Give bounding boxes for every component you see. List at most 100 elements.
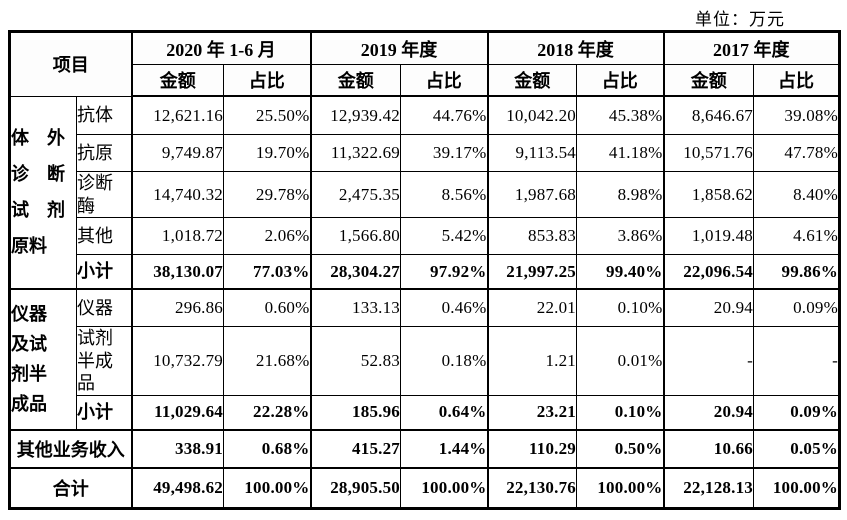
amount-cell: 1,019.48 [662,217,754,255]
year-header-2020: 2020 年 1-6 月 [130,31,311,65]
amount-header-2017: 金额 [662,64,754,97]
ratio-cell: 0.46% [400,288,488,327]
group-label-ivd-raw-materials: 体 外 诊 断 试 剂 原料 [9,95,77,290]
ratio-cell: 8.98% [576,171,664,218]
amount-cell: 21,997.25 [486,254,577,290]
amount-cell: 23.21 [486,394,577,430]
amount-cell: 110.29 [486,428,577,468]
amount-cell: 9,749.87 [130,134,224,172]
amount-cell: 10,732.79 [130,326,224,396]
ratio-cell: 5.42% [400,217,488,255]
row-label: 抗体 [76,95,132,135]
ratio-cell: 44.76% [400,95,488,135]
amount-cell: 10.66 [662,428,754,468]
amount-cell: 9,113.54 [486,134,577,172]
amount-cell: 11,322.69 [309,134,401,172]
amount-cell: 2,475.35 [309,171,401,218]
amount-cell: 133.13 [309,288,401,327]
ratio-cell: 2.06% [223,217,311,255]
row-label: 小计 [76,254,132,290]
revenue-breakdown-table: 项目 2020 年 1-6 月 2019 年度 2018 年度 2017 年度 … [8,30,841,510]
ratio-header-2019: 占比 [400,64,488,97]
ratio-cell: 100.00% [400,466,488,509]
ratio-cell: 100.00% [223,466,311,509]
ratio-cell: 100.00% [576,466,664,509]
year-header-2017: 2017 年度 [662,31,840,65]
amount-header-2018: 金额 [486,64,577,97]
amount-header-2020: 金额 [130,64,224,97]
amount-cell: 20.94 [662,394,754,430]
ratio-cell: 99.86% [753,254,840,290]
amount-cell: 338.91 [130,428,224,468]
row-label: 试剂 半成 品 [76,326,132,396]
amount-cell: 22,096.54 [662,254,754,290]
table-row-subtotal-raw-materials: 小计 38,130.07 77.03% 28,304.27 97.92% 21,… [10,254,840,290]
year-header-2018: 2018 年度 [486,31,664,65]
amount-cell: 185.96 [309,394,401,430]
ratio-cell: 3.86% [576,217,664,255]
ratio-cell: 0.18% [400,326,488,396]
amount-cell: 10,042.20 [486,95,577,135]
ratio-cell: 99.40% [576,254,664,290]
header-row-years: 项目 2020 年 1-6 月 2019 年度 2018 年度 2017 年度 [9,31,840,97]
amount-cell: 28,905.50 [309,466,401,509]
ratio-header-2017: 占比 [753,64,840,97]
table-row-instruments: 仪器 及试 剂半 成品 仪器 296.86 0.60% 133.13 0.46%… [9,288,840,430]
table-row-subtotal-instruments: 小计 11,029.64 22.28% 185.96 0.64% 23.21 0… [10,394,840,430]
ratio-cell: 8.56% [400,171,488,218]
amount-cell: 14,740.32 [130,171,224,218]
ratio-cell: - [753,326,840,396]
ratio-cell: 22.28% [223,394,311,430]
ratio-cell: 4.61% [753,217,840,255]
ratio-cell: 25.50% [223,95,311,135]
amount-cell: 1,858.62 [662,171,754,218]
ratio-cell: 45.38% [576,95,664,135]
amount-cell: 1.21 [486,326,577,396]
ratio-cell: 77.03% [223,254,311,290]
amount-cell: 1,018.72 [130,217,224,255]
ratio-cell: 41.18% [576,134,664,172]
amount-cell: - [662,326,754,396]
amount-cell: 12,621.16 [130,95,224,135]
table-row-diagnostic-enzyme: 诊断 酶 14,740.32 29.78% 2,475.35 8.56% 1,9… [10,171,840,218]
table-row-total: 合计 49,498.62 100.00% 28,905.50 100.00% 2… [9,466,840,509]
ratio-cell: 0.64% [400,394,488,430]
item-header: 项目 [9,31,132,97]
row-label: 抗原 [76,134,132,172]
ratio-cell: 1.44% [400,428,488,468]
amount-cell: 20.94 [662,288,754,327]
amount-cell: 8,646.67 [662,95,754,135]
row-label: 诊断 酶 [76,171,132,218]
row-label: 合计 [9,466,132,509]
table-row-reagent-semifinished: 试剂 半成 品 10,732.79 21.68% 52.83 0.18% 1.2… [10,326,840,396]
ratio-cell: 47.78% [753,134,840,172]
amount-cell: 12,939.42 [309,95,401,135]
amount-cell: 22.01 [486,288,577,327]
row-label: 其他 [76,217,132,255]
row-label: 仪器 [76,288,132,327]
amount-cell: 22,128.13 [662,466,754,509]
amount-cell: 1,566.80 [309,217,401,255]
amount-cell: 11,029.64 [130,394,224,430]
ratio-cell: 0.09% [753,288,840,327]
amount-cell: 853.83 [486,217,577,255]
amount-header-2019: 金额 [309,64,401,97]
amount-cell: 38,130.07 [130,254,224,290]
table-row-other-business-income: 其他业务收入 338.91 0.68% 415.27 1.44% 110.29 … [9,428,840,468]
amount-cell: 296.86 [130,288,224,327]
ratio-cell: 0.10% [576,394,664,430]
amount-cell: 49,498.62 [130,466,224,509]
ratio-cell: 0.60% [223,288,311,327]
ratio-cell: 0.50% [576,428,664,468]
table-row-others: 其他 1,018.72 2.06% 1,566.80 5.42% 853.83 … [10,217,840,255]
amount-cell: 52.83 [309,326,401,396]
row-label: 小计 [76,394,132,430]
ratio-cell: 39.17% [400,134,488,172]
ratio-cell: 0.01% [576,326,664,396]
group-label-instruments-semifinished: 仪器 及试 剂半 成品 [9,288,77,430]
ratio-cell: 21.68% [223,326,311,396]
unit-label: 单位：万元 [695,10,785,29]
ratio-cell: 0.09% [753,394,840,430]
ratio-header-2018: 占比 [576,64,664,97]
